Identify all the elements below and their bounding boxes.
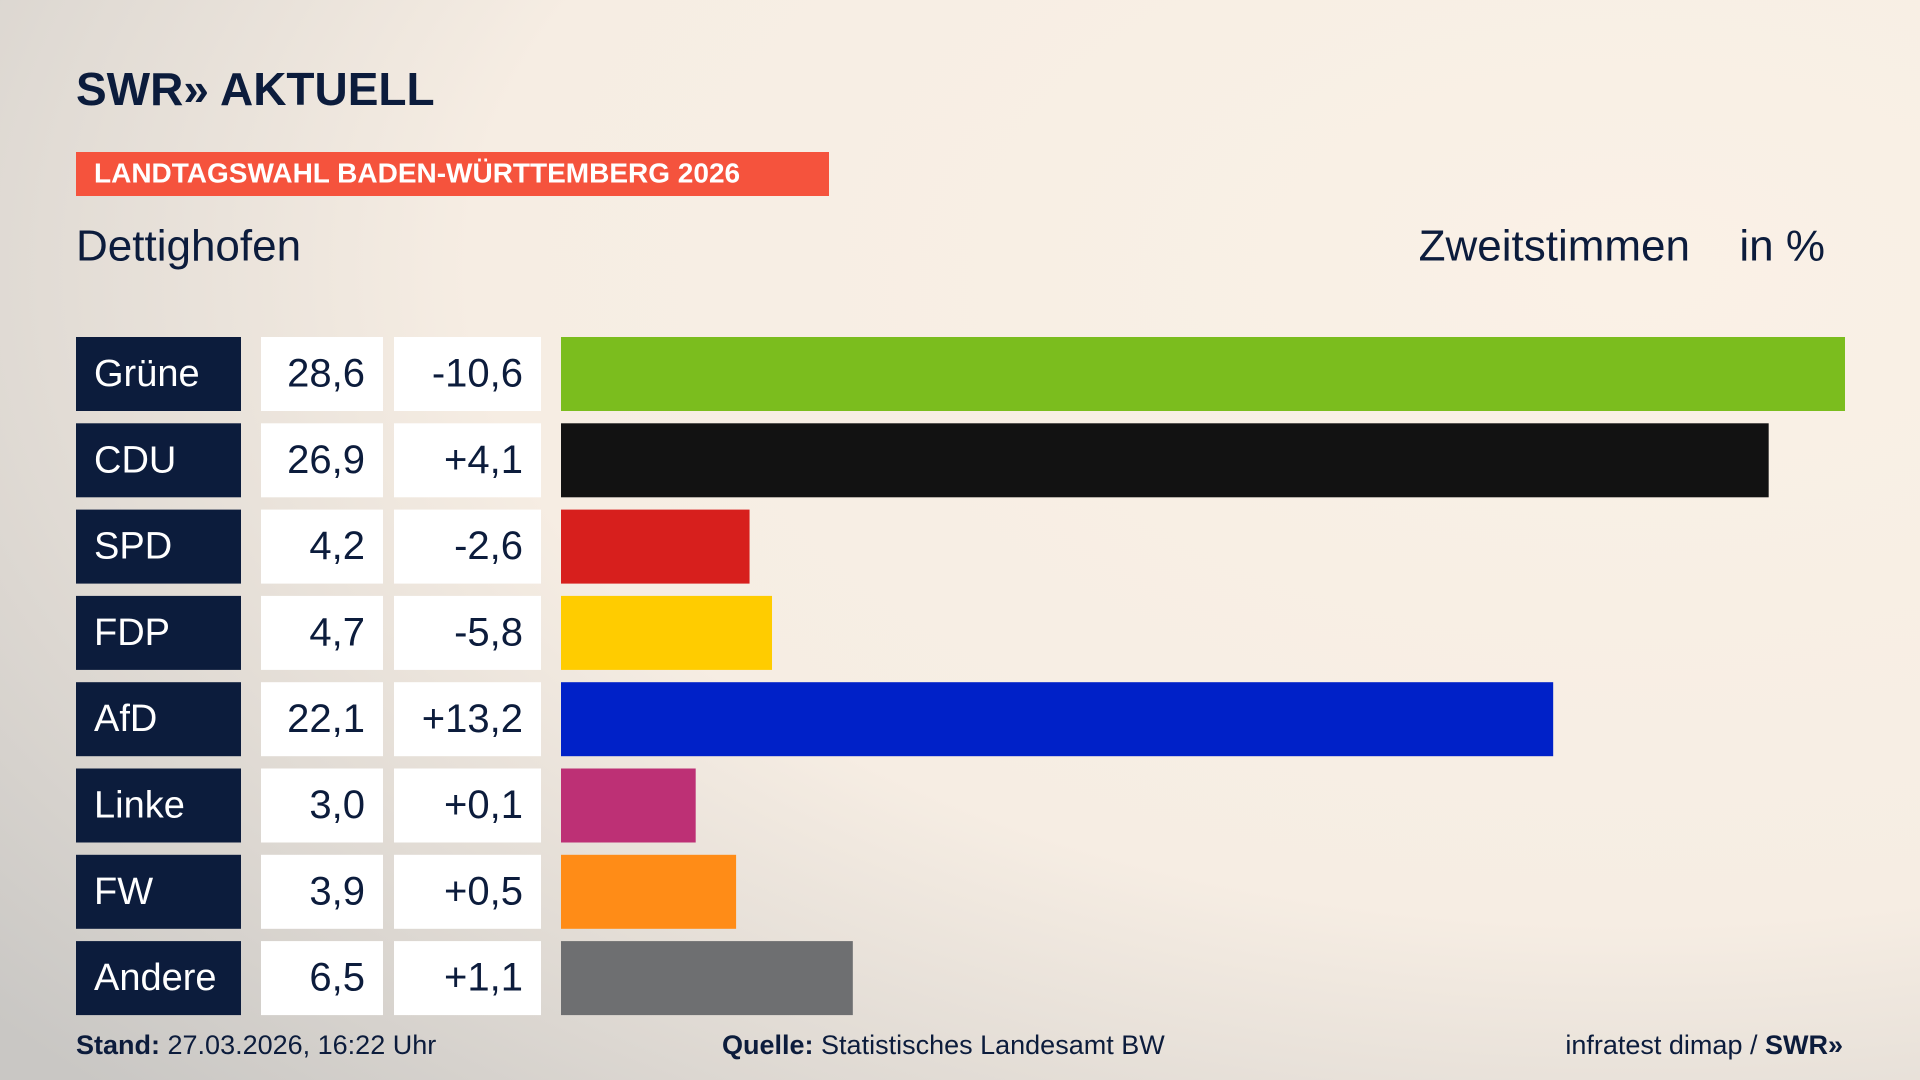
party-label: Andere — [94, 957, 217, 999]
footer-stand: Stand: 27.03.2026, 16:22 Uhr — [76, 1030, 436, 1060]
bar — [561, 595, 773, 670]
party-box — [76, 595, 241, 670]
stand: 27.03.2026, 16:22 Uhr — [168, 1030, 437, 1060]
value-label: 6,5 — [309, 956, 365, 1000]
change-box — [394, 854, 541, 929]
party-label: CDU — [94, 439, 176, 481]
value-label: 3,9 — [309, 869, 365, 913]
party-box — [76, 941, 241, 1016]
party-box — [76, 682, 241, 757]
party-box — [76, 854, 241, 929]
credit-brand: SWR» — [1765, 1030, 1843, 1060]
value-box — [261, 509, 383, 584]
value-label: 26,9 — [287, 438, 365, 482]
change-label: -2,6 — [454, 524, 523, 568]
change-label: +1,1 — [444, 956, 523, 1000]
party-box — [76, 509, 241, 584]
change-box — [394, 595, 541, 670]
change-label: +0,5 — [444, 869, 523, 913]
party-box — [76, 768, 241, 843]
value-label: 28,6 — [287, 352, 365, 396]
value-label: 4,7 — [309, 610, 365, 654]
change-box — [394, 337, 541, 411]
bar — [561, 941, 853, 1016]
footer-credit: infratest dimap / SWR» — [1565, 1030, 1843, 1060]
party-label: FDP — [94, 612, 170, 654]
party-label: Linke — [94, 785, 185, 827]
credit: infratest dimap / — [1565, 1030, 1758, 1060]
change-box — [394, 941, 541, 1016]
party-label: AfD — [94, 698, 157, 740]
change-label: -5,8 — [454, 610, 523, 654]
change-box — [394, 509, 541, 584]
chart-title: LANDTAGSWAHL BADEN-WÜRTTEMBERG 2026 — [94, 157, 740, 188]
change-label: -10,6 — [432, 352, 523, 396]
party-label: Grüne — [94, 353, 200, 395]
bar — [561, 423, 1769, 498]
party-label: SPD — [94, 526, 172, 568]
value-label: 3,0 — [309, 783, 365, 827]
bar — [561, 509, 750, 584]
value-box — [261, 682, 383, 757]
stand-label: Stand: — [76, 1030, 160, 1060]
brand-logo: SWR» AKTUELL — [76, 63, 435, 115]
subtitle: Dettighofen — [76, 222, 301, 271]
party-box — [76, 423, 241, 498]
source: Statistisches Landesamt BW — [821, 1030, 1165, 1060]
value-box — [261, 337, 383, 411]
change-label: +0,1 — [444, 783, 523, 827]
value-label: 22,1 — [287, 697, 365, 741]
value-label: 4,2 — [309, 524, 365, 568]
bar — [561, 337, 1845, 411]
value-box — [261, 854, 383, 929]
change-box — [394, 682, 541, 757]
unit-label: in % — [1739, 222, 1825, 271]
change-box — [394, 423, 541, 498]
value-box — [261, 941, 383, 1016]
value-axis-label: Zweitstimmen — [1419, 222, 1690, 271]
change-label: +4,1 — [444, 438, 523, 482]
party-label: FW — [94, 871, 153, 913]
value-box — [261, 595, 383, 670]
party-box — [76, 337, 241, 411]
source-label: Quelle: — [722, 1030, 814, 1060]
value-box — [261, 423, 383, 498]
change-label: +13,2 — [422, 697, 523, 741]
bar — [561, 682, 1554, 757]
change-box — [394, 768, 541, 843]
bar — [561, 768, 696, 843]
value-box — [261, 768, 383, 843]
title-banner — [76, 152, 829, 196]
bar — [561, 854, 737, 929]
footer-source: Quelle: Statistisches Landesamt BW — [722, 1030, 1165, 1060]
